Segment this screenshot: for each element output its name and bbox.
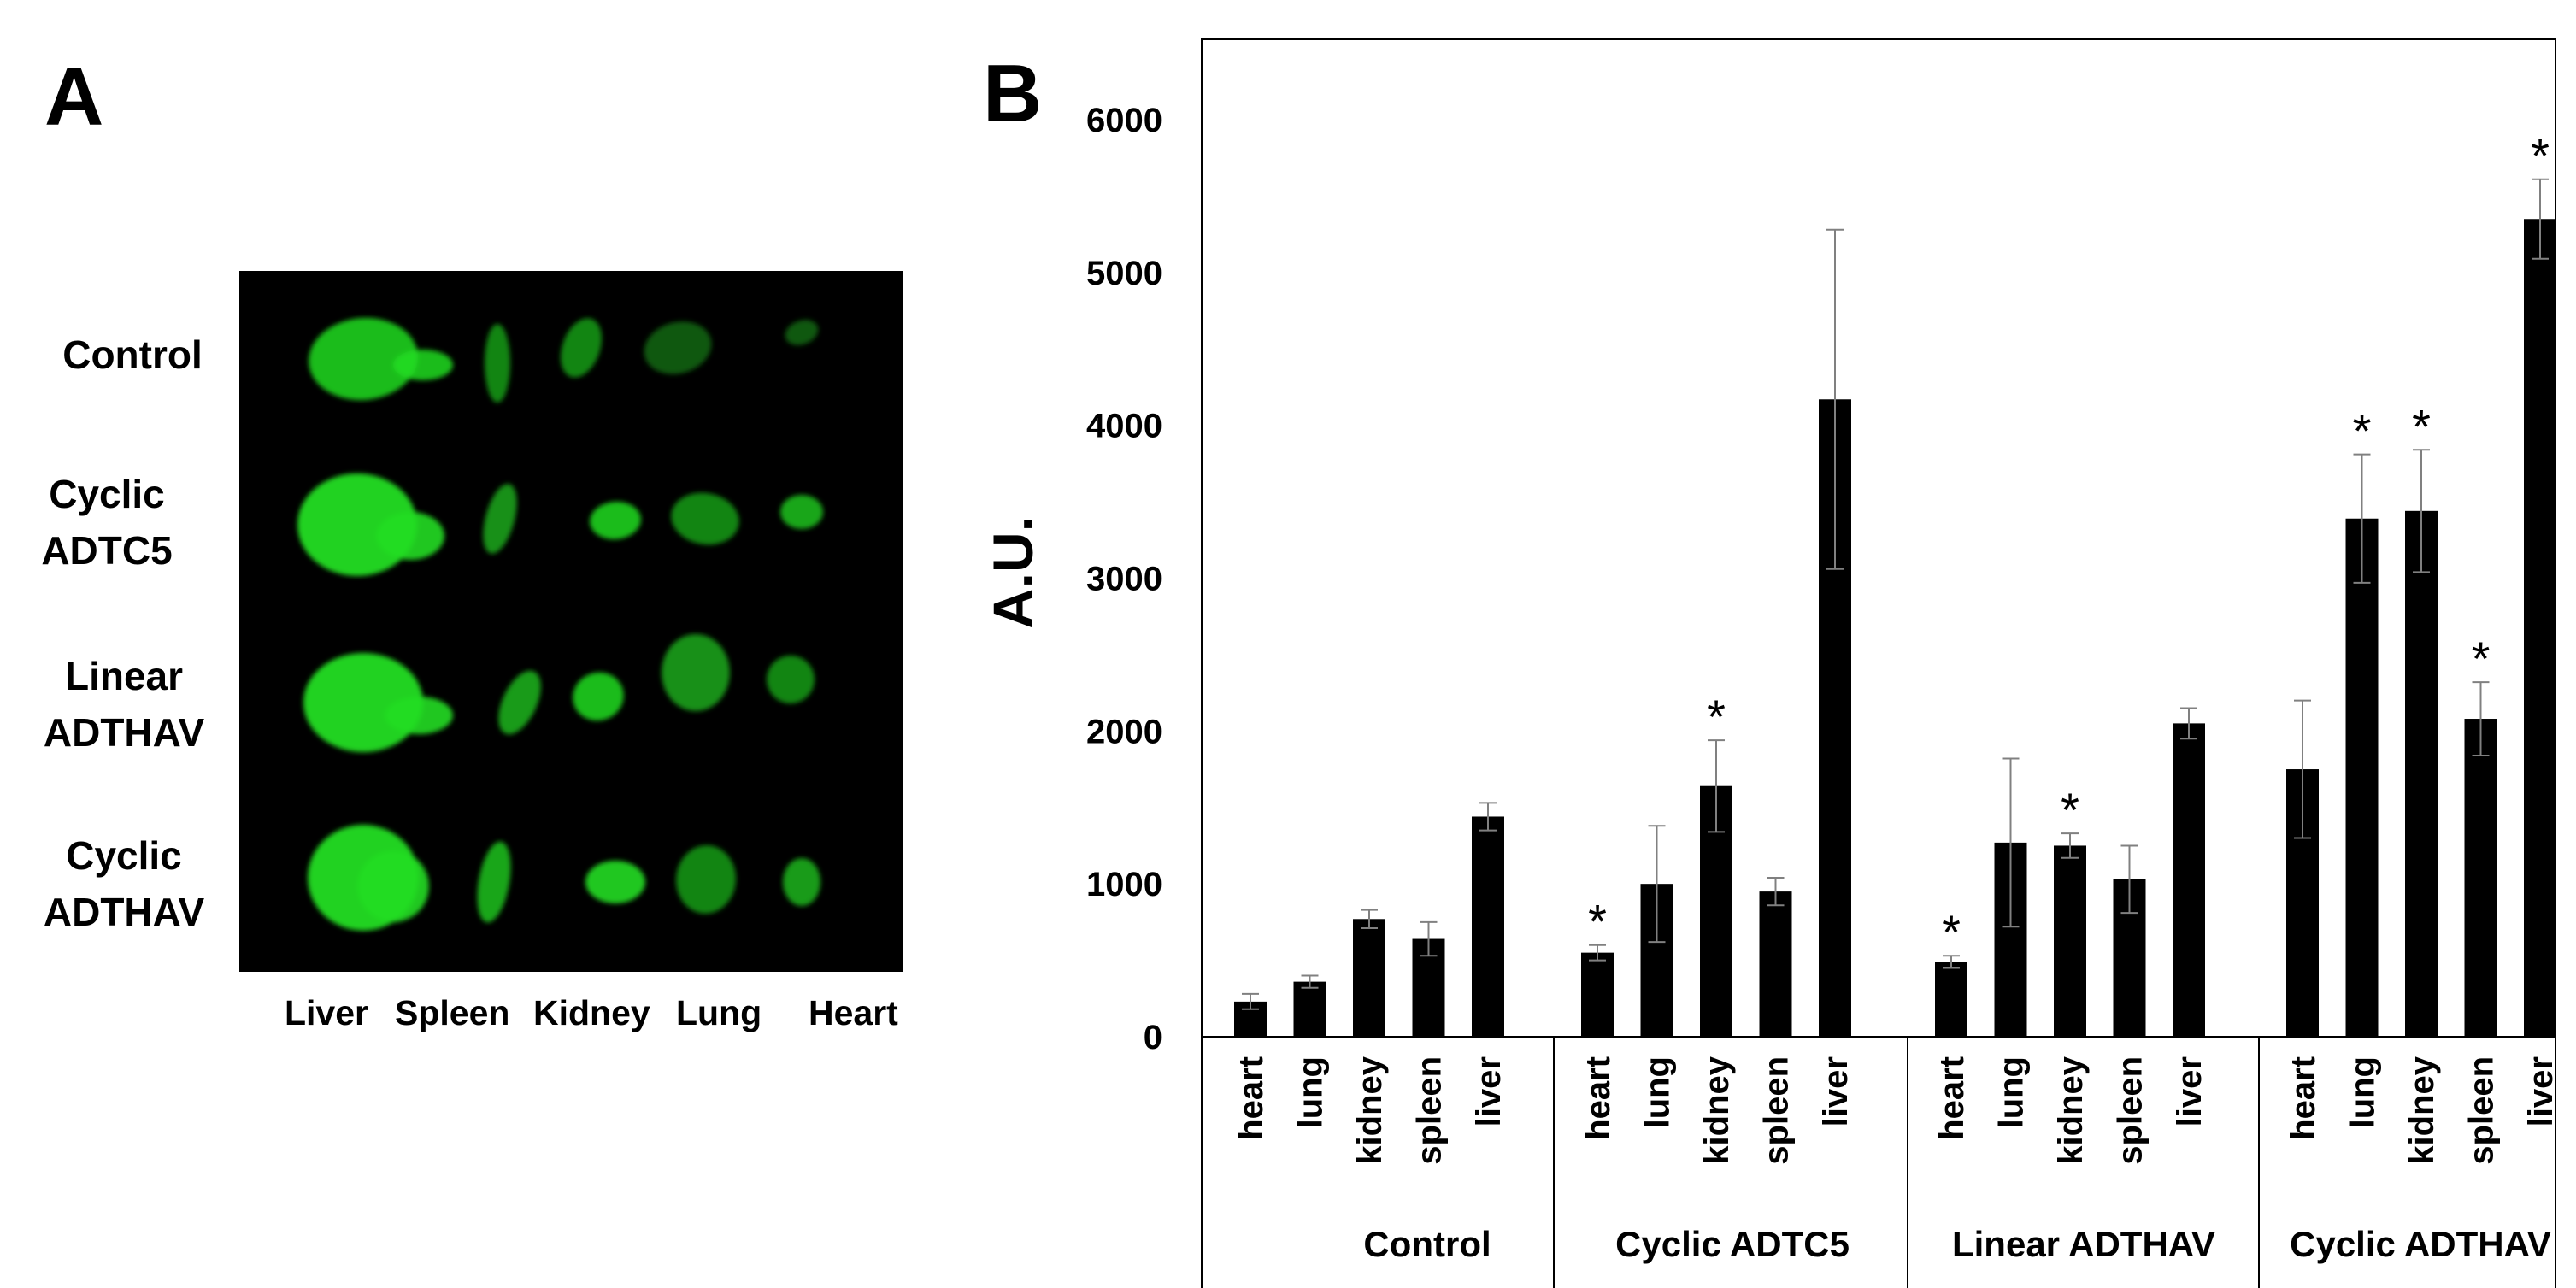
y-axis-label: A.U. [981,516,1044,629]
organ-liver-lobe-cyclic-adthav [357,850,429,922]
organ-kidney-linear-adthav [573,672,624,721]
y-tick-label: 1000 [1086,866,1162,903]
x-tick-label-heart: heart [2285,1056,2322,1140]
x-tick-label-heart: heart [1933,1056,1971,1140]
organ-spleen-control [485,324,510,403]
column-label-spleen: Spleen [395,993,510,1032]
row-label-line: Cyclic [66,833,182,878]
significance-marker: * [1707,690,1726,744]
organ-kidney-cyclic-adthav [585,861,645,903]
organ-heart-cyclic-adtc5 [780,495,823,529]
organ-lung-linear-adthav [662,634,730,711]
row-label-line: Control [62,332,203,377]
bar-kidney [1353,919,1385,1037]
significance-marker: * [1942,905,1961,959]
y-tick-label: 0 [1144,1019,1162,1056]
significance-marker: * [2531,129,2550,183]
organ-heart-linear-adthav [767,656,815,703]
x-tick-label-lung: lung [2344,1056,2382,1128]
x-tick-label-kidney: kidney [1351,1056,1389,1164]
organ-liver-lobe-linear-adthav [385,697,453,734]
organ-lung-control [644,321,712,374]
bar-lung [1293,981,1326,1037]
group-label: Cyclic ADTHAV [2290,1224,2551,1264]
x-tick-label-spleen: spleen [2112,1056,2150,1165]
organ-liver-lobe-cyclic-adtc5 [376,512,444,560]
organ-spleen-cyclic-adthav [477,841,511,923]
bar-spleen [1759,891,1792,1037]
group-label: Cyclic ADTC5 [1615,1224,1850,1264]
x-tick-label-liver: liver [1470,1056,1508,1126]
row-label-cyclic-adthav: Cyclic ADTHAV [26,827,222,940]
x-tick-label-kidney: kidney [2052,1056,2090,1164]
y-tick-label: 3000 [1086,561,1162,598]
x-tick-label-liver: liver [2171,1056,2208,1126]
bar-heart [1935,962,1967,1037]
row-label-line: ADTHAV [43,710,205,755]
x-tick-label-kidney: kidney [2403,1056,2441,1164]
row-label-line: Cyclic [49,472,165,516]
row-label-line: ADTC5 [41,528,173,573]
organ-heart-control [785,320,819,345]
significance-marker: * [2472,632,2491,685]
x-tick-label-liver: liver [1817,1056,1855,1126]
column-label-liver: Liver [285,993,368,1032]
organ-spleen-linear-adthav [498,670,541,735]
organ-heart-cyclic-adthav [783,858,820,906]
significance-marker: * [1588,895,1607,949]
x-tick-label-heart: heart [1579,1056,1617,1140]
organ-lung-cyclic-adthav [675,845,737,914]
y-tick-label: 5000 [1086,255,1162,292]
organ-kidney-cyclic-adtc5 [590,501,641,540]
column-label-heart: Heart [809,993,898,1032]
row-label-line: Linear [64,654,184,698]
x-tick-label-kidney: kidney [1698,1056,1736,1164]
bar-kidney [2054,845,2086,1037]
bar-liver [2524,219,2556,1037]
significance-marker: * [2353,404,2372,458]
y-tick-label: 6000 [1086,102,1162,139]
x-tick-label-lung: lung [1292,1056,1330,1128]
x-tick-label-lung: lung [1639,1056,1677,1128]
significance-marker: * [2412,399,2431,453]
x-tick-label-spleen: spleen [1758,1056,1796,1165]
bar-heart [1581,952,1614,1037]
row-label-line: ADTHAV [43,890,205,934]
panel-a-letter: A [44,51,104,143]
bar-liver [1472,816,1504,1037]
x-tick-label-liver: liver [2522,1056,2560,1126]
y-tick-label: 4000 [1086,408,1162,445]
row-label-control: Control [34,326,231,383]
x-tick-label-heart: heart [1232,1056,1270,1140]
row-label-cyclic-adtc5: Cyclic ADTC5 [9,466,205,579]
column-label-lung: Lung [676,993,762,1032]
panel-b-letter: B [983,48,1043,139]
x-tick-label-lung: lung [1993,1056,2031,1128]
column-label-kidney: Kidney [533,993,650,1032]
bar-lung [2345,518,2379,1037]
organ-spleen-cyclic-adtc5 [483,484,517,554]
bar-liver [2173,723,2205,1037]
bar-spleen [2464,719,2497,1037]
x-tick-label-spleen: spleen [1411,1056,1449,1165]
organ-liver-lobe-control [393,350,453,380]
organ-fluorescence-image [239,271,903,972]
organ-liver-control [309,317,418,401]
organ-lung-cyclic-adtc5 [671,492,739,545]
bar-kidney [2405,510,2438,1037]
significance-marker: * [2061,783,2079,837]
group-label: Linear ADTHAV [1952,1224,2215,1264]
group-label: Control [1363,1224,1491,1264]
y-tick-label: 2000 [1086,713,1162,750]
x-tick-label-spleen: spleen [2463,1056,2501,1165]
row-label-linear-adthav: Linear ADTHAV [26,648,222,761]
organ-kidney-control [560,318,603,378]
